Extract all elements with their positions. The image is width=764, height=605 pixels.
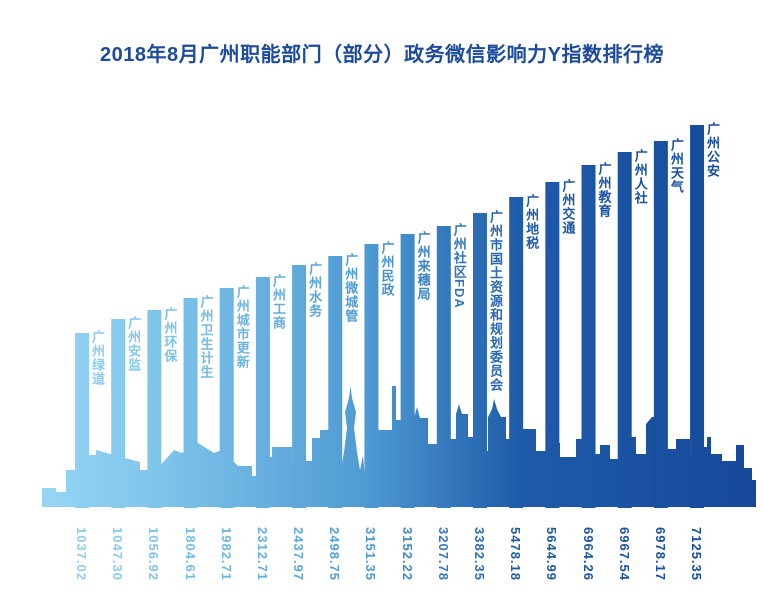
page-title: 2018年8月广州职能部门（部分）政务微信影响力Y指数排行榜: [100, 44, 664, 66]
bar-category-label: 广州社区FDA: [451, 223, 467, 309]
bar: [509, 197, 524, 508]
bar-category-label: 广州城市更新: [234, 285, 250, 369]
bars-group: [75, 125, 705, 508]
bar-category-label: 广州来穗局: [415, 231, 431, 301]
bar-value-label: 1804.61: [182, 527, 198, 581]
bar-category-label: 广州天气: [668, 138, 684, 194]
bar-value-label: 1982.71: [218, 527, 234, 581]
bar-value-label: 1047.30: [110, 527, 126, 581]
bar-value-label: 5478.18: [508, 527, 524, 581]
bar-category-label: 广州民政: [379, 241, 395, 297]
bar-category-label: 广州微城管: [343, 253, 359, 323]
bar-category-label: 广州公安: [705, 122, 721, 178]
bar: [545, 182, 560, 508]
bar: [690, 125, 705, 508]
bar-value-label: 6978.17: [652, 527, 668, 581]
bar-category-label: 广州环保: [162, 307, 178, 363]
bar-category-label: 广州安监: [126, 316, 142, 372]
bar-value-label: 6964.26: [580, 527, 596, 581]
bar: [255, 277, 270, 508]
city-skyline-silhouette: [42, 386, 756, 507]
bar-value-label: 2312.71: [254, 527, 270, 581]
bar-value-label: 6967.54: [616, 527, 632, 581]
bar-category-label: 广州市国土资源和规划委员会: [487, 210, 503, 392]
bar-category-label: 广州交通: [560, 179, 576, 235]
bar-category-label: 广州卫生计生: [198, 295, 214, 379]
bar-value-label: 5644.99: [544, 527, 560, 581]
bar-category-label: 广州绿道: [90, 330, 105, 386]
bar-category-label: 广州工商: [270, 274, 286, 330]
bar-value-label: 3207.78: [435, 527, 451, 581]
bar: [472, 213, 487, 508]
bar: [400, 234, 415, 508]
bar: [617, 152, 632, 508]
bar-category-label: 广州教育: [596, 162, 612, 218]
bar: [292, 265, 307, 508]
bar: [147, 310, 162, 508]
bar-category-label: 广州人社: [632, 149, 648, 205]
bar-value-label: 1056.92: [146, 527, 162, 581]
bar-category-label: 广州水务: [307, 262, 323, 318]
bar: [581, 165, 596, 508]
bar-value-label: 2437.97: [291, 527, 307, 581]
bar-value-label: 2498.75: [327, 527, 343, 581]
bar: [653, 141, 668, 508]
bar-value-label: 7125.35: [689, 527, 705, 581]
bar-value-label: 3382.35: [471, 527, 487, 581]
bar-value-label: 1037.02: [74, 527, 89, 581]
bar-value-label: 3152.22: [399, 527, 415, 581]
bar-value-label: 3151.35: [363, 527, 379, 581]
bar-category-label: 广州地税: [524, 194, 540, 250]
